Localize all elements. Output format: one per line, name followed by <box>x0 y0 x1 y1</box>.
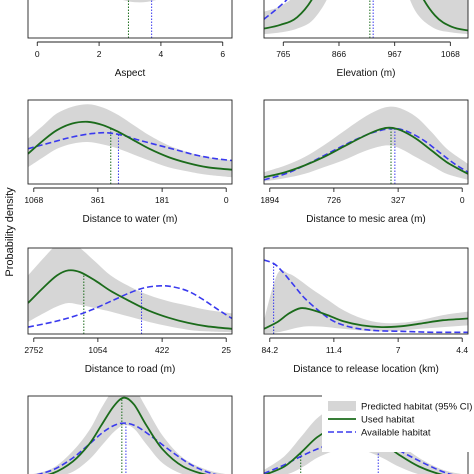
panel-3: 1068 361 181 0 Distance to water (m) <box>24 99 233 225</box>
panel-7 <box>27 395 233 474</box>
x-tick-label: 726 <box>327 195 341 205</box>
available-habitat-line <box>36 422 218 474</box>
x-tick-label: 25 <box>221 345 231 355</box>
plot-frame <box>263 0 469 39</box>
used-habitat-line <box>264 307 468 330</box>
x-axis-label: Elevation (m) <box>337 68 396 79</box>
x-axis-label: Distance to water (m) <box>82 214 177 225</box>
available-habitat-line <box>264 259 468 334</box>
available-habitat-line <box>28 284 232 328</box>
used-habitat-line <box>264 0 468 32</box>
x-tick-label: 6 <box>220 49 225 59</box>
predicted-band <box>28 248 232 333</box>
x-tick-label: 4.4 <box>456 345 468 355</box>
x-tick-label: 4 <box>159 49 164 59</box>
available-habitat-line <box>264 127 468 181</box>
legend: Predicted habitat (95% CI) Used habitat Av… <box>322 394 474 452</box>
legend-label-predicted: Predicted habitat (95% CI) <box>361 402 472 413</box>
x-tick-label: 0 <box>460 195 465 205</box>
panel-6: 84.2 11.4 7 4.4 Distance to release location… <box>262 247 469 375</box>
plot-frame <box>27 247 233 335</box>
used-habitat-line <box>28 120 232 171</box>
predicted-band <box>264 270 468 334</box>
panel-5: 2752 1054 422 25 Distance to road (m) <box>24 247 233 375</box>
used-habitat-line <box>47 396 207 474</box>
x-tick-label: 765 <box>276 49 290 59</box>
plot-frame <box>27 0 233 39</box>
x-axis-label: Distance to mesic area (m) <box>306 214 425 225</box>
x-tick-label: 181 <box>155 195 169 205</box>
x-tick-label: 0 <box>224 195 229 205</box>
x-tick-label: 1054 <box>88 345 107 355</box>
plot-frame <box>27 99 233 185</box>
x-tick-label: 361 <box>91 195 105 205</box>
x-axis-label: Aspect <box>115 68 146 79</box>
panel-2: 765 866 967 1068 Elevation (m) <box>263 0 469 79</box>
panel-1: 0 2 4 6 Aspect <box>27 0 233 79</box>
legend-label-used: Used habitat <box>361 415 415 426</box>
legend-swatch-predicted <box>328 401 356 411</box>
plot-frame <box>263 247 469 335</box>
x-tick-label: 2752 <box>24 345 43 355</box>
x-tick-label: 7 <box>396 345 401 355</box>
y-axis-label: Probability density <box>4 187 16 277</box>
x-tick-label: 2 <box>97 49 102 59</box>
x-tick-label: 84.2 <box>262 345 279 355</box>
predicted-band <box>122 0 157 3</box>
x-tick-label: 1894 <box>260 195 279 205</box>
plot-frame <box>263 99 469 185</box>
x-axis-label: Distance to road (m) <box>85 364 176 375</box>
x-tick-label: 1068 <box>24 195 43 205</box>
x-tick-label: 0 <box>35 49 40 59</box>
used-habitat-line <box>264 126 468 179</box>
plot-frame <box>27 395 233 474</box>
used-habitat-line <box>28 269 232 330</box>
available-habitat-line <box>28 131 232 162</box>
x-tick-label: 1068 <box>441 49 460 59</box>
x-tick-label: 967 <box>388 49 402 59</box>
legend-label-available: Available habitat <box>361 428 431 439</box>
predicted-band <box>264 0 468 35</box>
x-tick-label: 866 <box>332 49 346 59</box>
predicted-band <box>264 106 468 182</box>
x-tick-label: 327 <box>391 195 405 205</box>
x-tick-label: 11.4 <box>326 345 342 355</box>
x-axis-label: Distance to release location (km) <box>293 364 439 375</box>
x-tick-label: 422 <box>155 345 169 355</box>
panel-4: 1894 726 327 0 Distance to mesic area (m) <box>260 99 469 225</box>
